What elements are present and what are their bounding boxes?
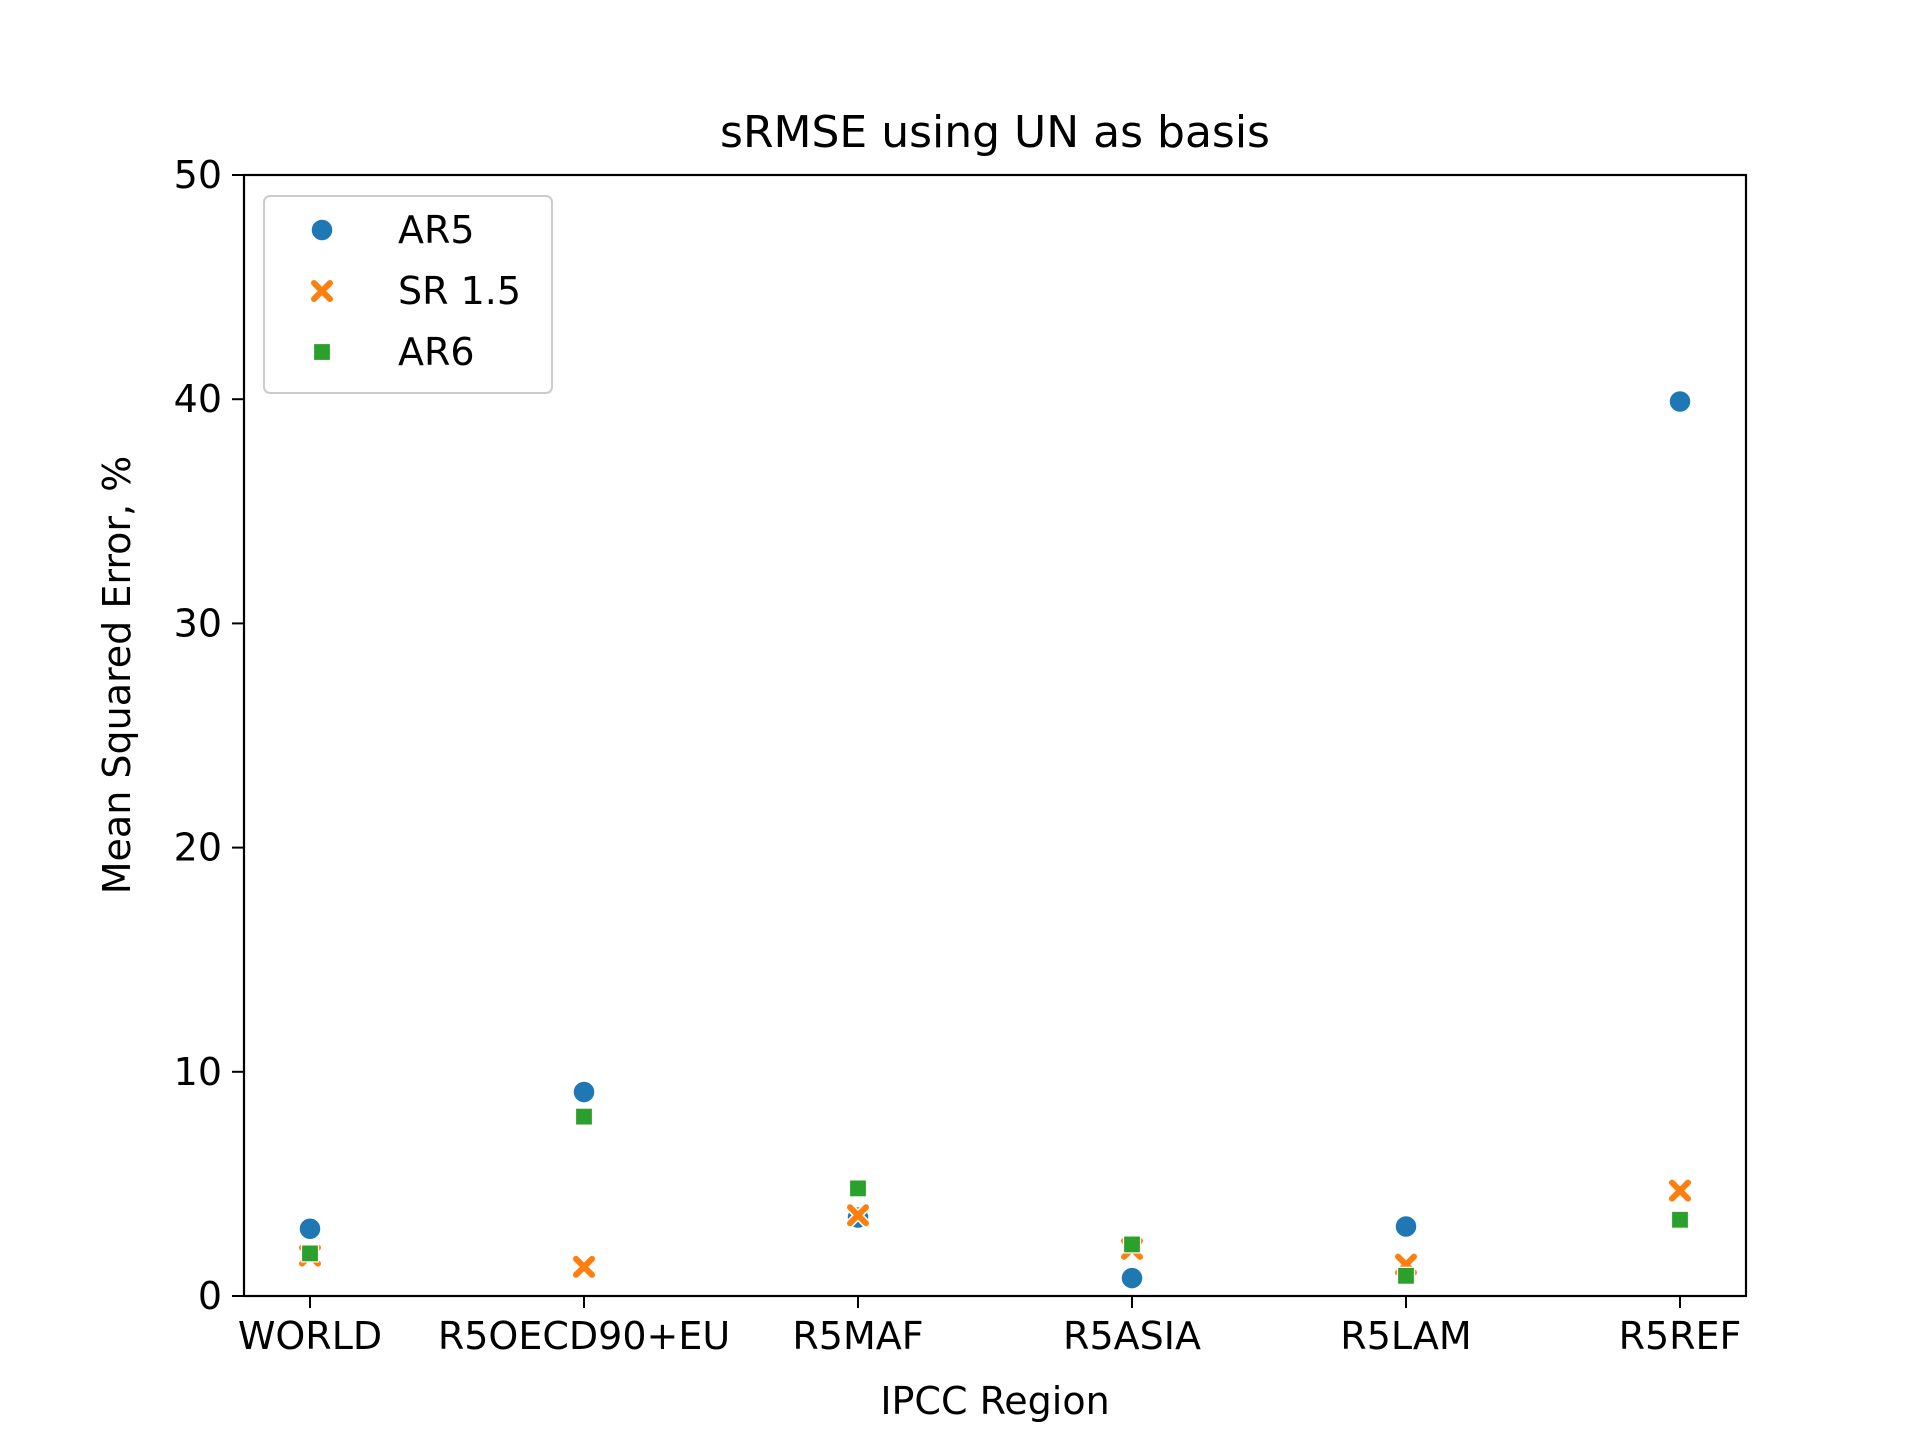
y-tick-label: 20 bbox=[174, 826, 222, 870]
data-point bbox=[574, 1107, 594, 1126]
data-point bbox=[1394, 1214, 1418, 1239]
x-axis-label: IPCC Region bbox=[880, 1379, 1109, 1423]
series-sr-1-5 bbox=[297, 1178, 1693, 1280]
x-tick-label: R5OECD90+EU bbox=[438, 1314, 730, 1358]
y-tick-label: 0 bbox=[198, 1274, 222, 1318]
data-point bbox=[1120, 1266, 1144, 1290]
legend-label: AR5 bbox=[398, 208, 475, 252]
y-tick-label: 10 bbox=[174, 1050, 222, 1094]
data-point bbox=[300, 1244, 320, 1263]
legend-box bbox=[263, 195, 553, 394]
data-point bbox=[572, 1080, 596, 1104]
plot-area bbox=[242, 173, 1748, 1298]
data-point bbox=[1668, 389, 1692, 414]
data-point bbox=[1122, 1235, 1142, 1254]
data-point bbox=[1670, 1210, 1690, 1229]
x-tick-label: WORLD bbox=[238, 1314, 382, 1358]
x-tick-label: R5LAM bbox=[1340, 1314, 1471, 1358]
y-tick-label: 40 bbox=[174, 377, 222, 421]
plot-frame bbox=[242, 173, 1748, 1298]
chart-title: sRMSE using UN as basis bbox=[720, 107, 1270, 158]
x-tick-label: R5REF bbox=[1619, 1314, 1742, 1358]
x-tick-label: R5ASIA bbox=[1063, 1314, 1201, 1358]
y-tick-label: 30 bbox=[174, 601, 222, 645]
legend-label: SR 1.5 bbox=[398, 269, 521, 313]
legend-marker bbox=[312, 342, 332, 362]
data-point bbox=[298, 1216, 322, 1241]
data-markers bbox=[297, 389, 1693, 1290]
y-tick-label: 50 bbox=[174, 153, 222, 197]
y-axis-label: Mean Squared Error, % bbox=[95, 456, 139, 894]
y-axis: 0 10 20 30 40 50 bbox=[174, 153, 244, 1318]
data-point bbox=[848, 1179, 868, 1198]
legend-marker bbox=[310, 218, 334, 242]
x-tick-label: R5MAF bbox=[792, 1314, 923, 1358]
series-ar6 bbox=[300, 1107, 1690, 1285]
data-point bbox=[571, 1254, 597, 1280]
data-point bbox=[1396, 1266, 1416, 1285]
series-ar5 bbox=[298, 389, 1692, 1290]
data-point bbox=[1667, 1178, 1693, 1204]
data-point bbox=[845, 1202, 871, 1228]
x-axis: WORLD R5OECD90+EU R5MAF R5ASIA R5LAM R5REF bbox=[238, 1296, 1742, 1358]
legend-label: AR6 bbox=[398, 330, 475, 374]
legend-marker bbox=[309, 278, 335, 304]
legend: AR5 SR 1.5 AR6 bbox=[263, 195, 553, 394]
